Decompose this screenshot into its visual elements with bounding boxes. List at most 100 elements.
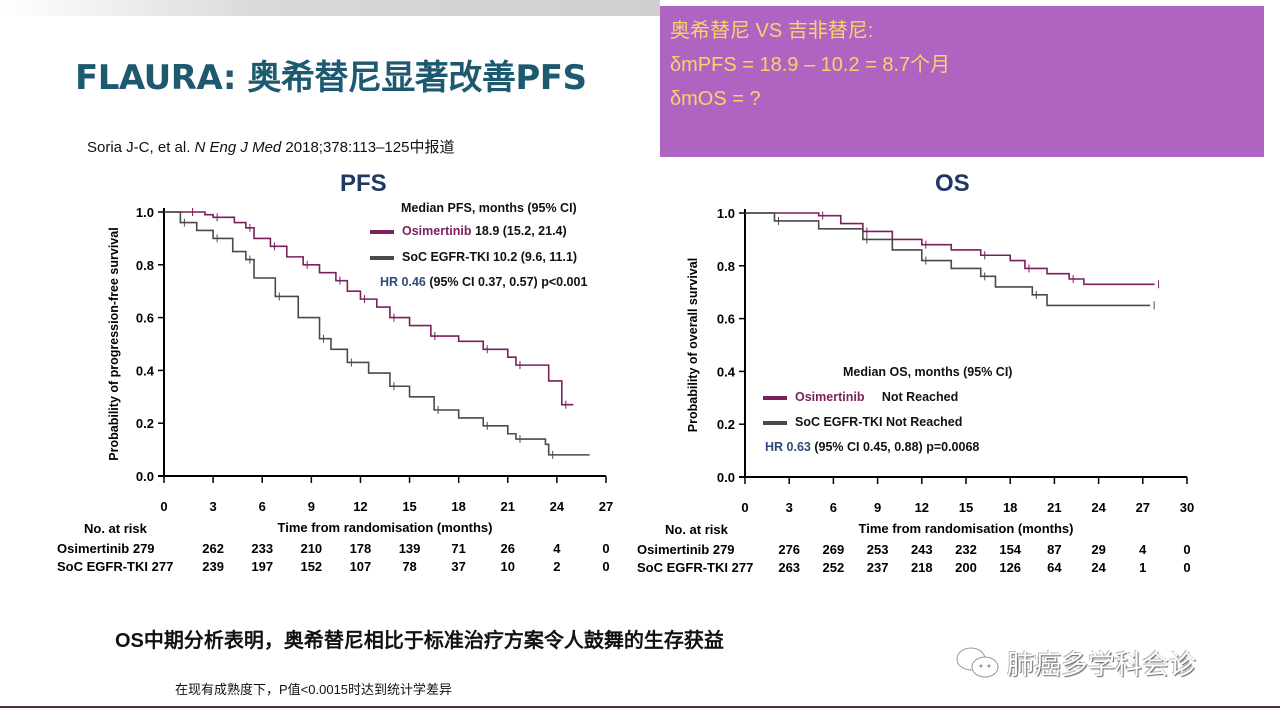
os-risk-value: 253	[867, 542, 889, 557]
os-y-tick-label: 0.4	[717, 364, 736, 379]
os-y-axis-label: Probability of overall survival	[686, 258, 700, 432]
pfs-risk-value: 239	[202, 559, 224, 574]
pfs-x-tick-label: 0	[160, 499, 167, 514]
pfs-risk-row-label: Osimertinib 279	[57, 541, 155, 556]
hr-details: (95% CI 0.37, 0.57) p<0.001	[425, 275, 588, 289]
os-x-tick-label: 27	[1136, 500, 1150, 515]
os-legend-heading: Median OS, months (95% CI)	[843, 365, 1013, 379]
hr-label: HR 0.46	[380, 275, 426, 289]
os-risk-value: 252	[823, 560, 845, 575]
citation: Soria J-C, et al. N Eng J Med 2018;378:1…	[87, 136, 454, 157]
os-x-tick-label: 0	[741, 500, 748, 515]
callout-line-3: δmOS = ?	[670, 88, 761, 110]
legend-label: Osimertinib	[402, 224, 472, 238]
pfs-x-tick-label: 24	[550, 499, 565, 514]
pfs-x-tick-label: 27	[599, 499, 613, 514]
pfs-x-tick-label: 21	[501, 499, 515, 514]
pfs-y-tick-label: 0.0	[136, 469, 154, 484]
os-x-tick-label: 9	[874, 500, 881, 515]
comparison-callout: 奥希替尼 VS 吉非替尼: δmPFS = 18.9 – 10.2 = 8.7个…	[660, 6, 1264, 157]
os-risk-row-label: Osimertinib 279	[637, 542, 735, 557]
pfs-x-tick-label: 18	[451, 499, 465, 514]
os-risk-value: 0	[1183, 542, 1190, 557]
os-curve-soc	[745, 212, 1151, 307]
os-risk-heading: No. at risk	[665, 522, 729, 537]
os-risk-value: 269	[823, 542, 845, 557]
legend-label: SoC EGFR-TKI	[795, 415, 883, 429]
pfs-x-tick-label: 12	[353, 499, 367, 514]
osimertinib-swatch	[370, 229, 394, 234]
os-y-tick-label: 0.2	[717, 417, 735, 432]
pfs-risk-value: 26	[501, 541, 515, 556]
os-x-tick-label: 24	[1091, 500, 1106, 515]
legend-value: Not Reached	[882, 415, 963, 429]
os-risk-value: 200	[955, 560, 977, 575]
os-risk-value: 24	[1091, 560, 1106, 575]
pfs-x-tick-label: 15	[402, 499, 416, 514]
os-risk-value: 64	[1047, 560, 1062, 575]
os-risk-value: 237	[867, 560, 889, 575]
pfs-risk-value: 37	[451, 559, 465, 574]
pfs-y-tick-label: 0.2	[136, 416, 154, 431]
pfs-hazard-ratio: HR 0.46 (95% CI 0.37, 0.57) p<0.001	[380, 275, 587, 289]
slide-title: FLAURA: 奥希替尼显著改善PFS	[75, 58, 587, 98]
legend-value: 10.2 (9.6, 11.1)	[489, 250, 578, 264]
legend-value: 18.9 (15.2, 21.4)	[471, 224, 567, 238]
pfs-risk-value: 10	[501, 559, 515, 574]
pfs-y-tick-label: 0.6	[136, 311, 154, 326]
pfs-y-axis-label: Probability of progression-free survival	[107, 227, 121, 460]
callout-line-2: δmPFS = 18.9 – 10.2 = 8.7个月	[670, 54, 951, 76]
watermark-text: 肺癌多学科会诊	[1007, 650, 1196, 680]
pfs-risk-value: 107	[350, 559, 372, 574]
os-x-tick-label: 3	[786, 500, 793, 515]
conclusion-statement: OS中期分析表明，奥希替尼相比于标准治疗方案令人鼓舞的生存获益	[115, 630, 724, 652]
os-x-tick-label: 6	[830, 500, 837, 515]
pfs-y-tick-label: 1.0	[136, 205, 154, 220]
os-risk-value: 29	[1091, 542, 1105, 557]
footnote: 在现有成熟度下，P值<0.0015时达到统计学差异	[175, 682, 453, 697]
pfs-x-tick-label: 6	[259, 499, 266, 514]
pfs-curve-soc	[164, 211, 590, 456]
pfs-risk-value: 0	[602, 559, 609, 574]
os-risk-value: 276	[778, 542, 800, 557]
pfs-risk-value: 2	[553, 559, 560, 574]
pfs-risk-row-label: SoC EGFR-TKI 277	[57, 559, 173, 574]
os-x-tick-label: 12	[915, 500, 929, 515]
os-x-tick-label: 18	[1003, 500, 1017, 515]
pfs-legend-soc: SoC EGFR-TKI 10.2 (9.6, 11.1)	[370, 250, 577, 264]
pfs-risk-value: 233	[251, 541, 273, 556]
os-risk-value: 1	[1139, 560, 1146, 575]
os-x-tick-label: 21	[1047, 500, 1061, 515]
bottom-rule	[0, 706, 1280, 708]
pfs-risk-heading: No. at risk	[84, 521, 148, 536]
pfs-risk-value: 71	[451, 541, 465, 556]
pfs-x-tick-label: 9	[308, 499, 315, 514]
legend-label: Osimertinib	[795, 390, 865, 404]
pfs-risk-value: 210	[300, 541, 322, 556]
os-curve-osimertinib	[745, 212, 1155, 286]
pfs-risk-value: 262	[202, 541, 224, 556]
os-hazard-ratio: HR 0.63 (95% CI 0.45, 0.88) p=0.0068	[765, 440, 979, 454]
soc-swatch	[370, 255, 394, 260]
soc-swatch	[763, 420, 787, 425]
os-y-tick-label: 1.0	[717, 206, 735, 221]
pfs-chart-title: PFS	[340, 170, 387, 197]
os-y-tick-label: 0.0	[717, 470, 735, 485]
citation-details: 2018;378:113–125中报道	[281, 139, 455, 156]
pfs-risk-value: 178	[350, 541, 372, 556]
legend-label: SoC EGFR-TKI	[402, 250, 490, 264]
os-x-tick-label: 15	[959, 500, 973, 515]
os-risk-value: 126	[999, 560, 1021, 575]
os-y-tick-label: 0.8	[717, 259, 735, 274]
os-y-tick-label: 0.6	[717, 312, 735, 327]
os-risk-value: 218	[911, 560, 933, 575]
pfs-curve-osimertinib	[164, 211, 574, 406]
wechat-watermark: 肺癌多学科会诊	[955, 643, 1196, 682]
legend-value: Not Reached	[864, 390, 959, 404]
os-risk-value: 87	[1047, 542, 1061, 557]
os-risk-value: 263	[778, 560, 800, 575]
pfs-risk-value: 139	[399, 541, 421, 556]
pfs-risk-value: 78	[402, 559, 416, 574]
pfs-y-tick-label: 0.8	[136, 258, 154, 273]
